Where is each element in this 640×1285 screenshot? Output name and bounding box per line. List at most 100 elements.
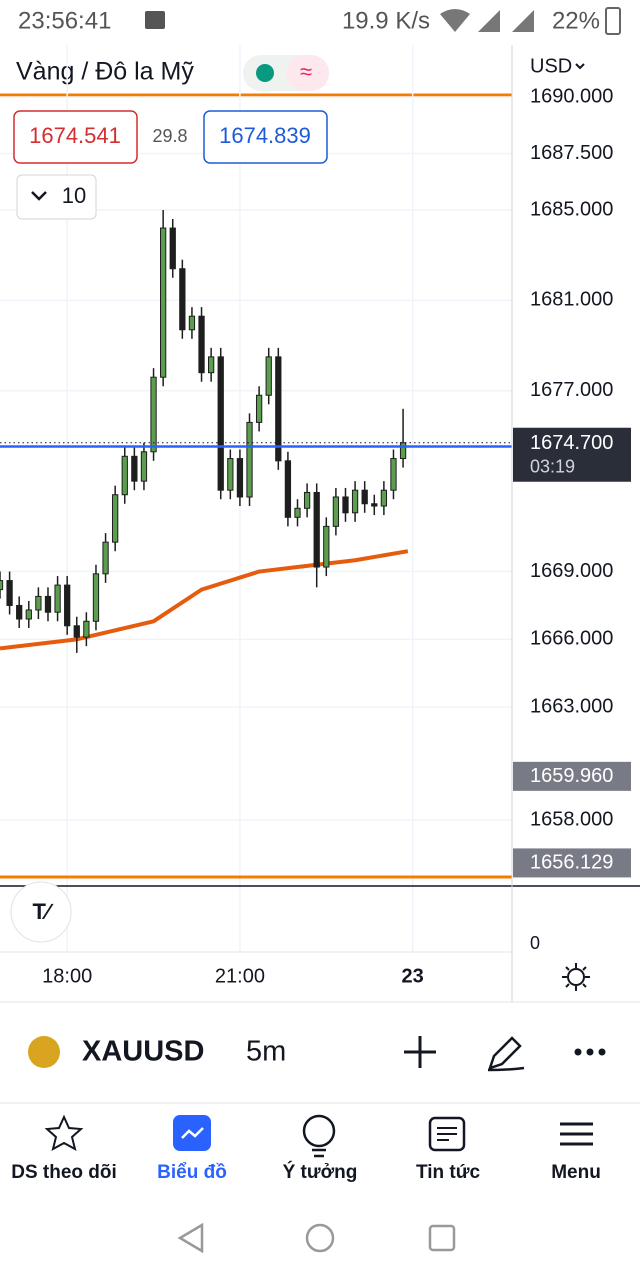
nav-label: DS theo dõi [11,1162,117,1183]
ideas-icon [312,1148,326,1158]
recents-button[interactable] [428,1224,456,1252]
candle-body [188,315,196,331]
nav-label: Menu [551,1162,601,1183]
currency[interactable]: USD [530,55,572,77]
signal-icon [478,10,500,32]
gold-icon [28,1036,60,1068]
candle-body [54,584,61,613]
candle-body [265,356,272,396]
candle-body [160,227,167,378]
candle-body [207,356,215,374]
bid-price: 1674.541 [29,123,121,148]
candle-body [102,541,109,575]
spread: 29.8 [152,126,187,146]
menu-icon[interactable] [560,1122,593,1146]
candle-body [284,460,292,518]
price-marker-bg [513,761,631,791]
symbol[interactable]: XAUUSD [82,1036,204,1068]
chart-icon-line [181,1127,204,1139]
candle-body [351,489,359,514]
bid-button[interactable] [13,110,138,164]
add-icon[interactable] [404,1036,436,1068]
price-marker-label: 1659.960 [530,765,613,787]
last-price-bg [513,427,631,482]
candle-body [83,620,90,638]
candle-body [140,451,148,482]
candle-body [371,503,378,507]
chevron [575,63,585,70]
tv-logo[interactable] [10,881,72,943]
y-tick-label: 1666.000 [530,628,613,650]
candle-body [44,595,52,613]
ask-button[interactable] [203,110,328,164]
status-time: 23:56:41 [18,7,111,34]
settings-icon [562,963,590,991]
gallery-icon [145,11,165,29]
wifi-icon [440,9,470,32]
y-tick-label: 1681.000 [530,289,613,311]
candle-body [246,421,253,498]
chart: 18:00 21:00 23 1690.000 1687.500 1685.000 1681… [0,45,631,987]
candle-body [255,394,263,423]
candle-body [342,496,349,514]
candle-body [25,609,32,620]
tv-logo-mark: T∕ [32,899,53,924]
ideas-icon[interactable] [302,1114,336,1148]
candle-body [112,494,119,543]
price-marker-bg [513,848,631,878]
candle-body [275,356,282,462]
candle-body [313,491,320,568]
status-battery: 22% [552,7,600,34]
candle-body [227,458,234,491]
more-icon[interactable] [574,1048,606,1056]
signal-icon [512,10,534,32]
battery-icon [605,7,621,35]
candle-body [64,584,71,627]
ask-price: 1674.839 [219,123,311,148]
watchlist-icon[interactable] [44,1114,84,1151]
draw-icon[interactable] [487,1036,525,1072]
back-button[interactable] [177,1222,204,1254]
candle-body [198,315,205,374]
candle-body [131,455,138,482]
status-speed: 19.9 K/s [342,7,430,34]
last-price-label: 1674.700 [530,432,613,454]
candle-body [150,376,157,453]
candle-body [0,580,4,591]
candle-body [380,489,388,507]
home-button[interactable] [305,1223,335,1253]
interval[interactable]: 5m [246,1036,286,1068]
candle-body [294,507,301,518]
candle-body [92,573,100,622]
settings-icon[interactable] [567,968,585,986]
price-marker-label: 1656.129 [530,852,613,874]
candle-body [121,455,128,496]
ema-line [0,549,409,651]
nav-label: Ý tưởng [283,1161,358,1183]
nav-label: Biểu đồ [157,1162,227,1183]
x-tick-label: 23 [402,965,424,987]
news-icon[interactable] [428,1116,466,1152]
chevron [31,191,47,201]
news-icon [437,1127,457,1141]
candle-body [303,491,311,509]
candle-body [179,268,186,331]
y-tick-label: 1690.000 [530,85,613,107]
y-tick-label: 1687.500 [530,142,613,164]
candle-body [16,604,23,620]
y-tick-label: 1685.000 [530,198,613,220]
candle-body [390,458,397,491]
y-tick-label: 1677.000 [530,379,613,401]
candle-body [323,525,330,568]
candle-body [361,489,368,505]
nav-label: Tin tức [416,1162,481,1183]
candle-body [236,458,244,498]
quantity-button[interactable] [16,174,97,220]
y-tick-label: 1658.000 [530,808,613,830]
symbol-title[interactable]: Vàng / Đô la Mỹ [16,58,194,86]
countdown: 03:19 [530,456,575,476]
x-tick-label: 21:00 [215,965,265,987]
candle-body [35,595,42,611]
